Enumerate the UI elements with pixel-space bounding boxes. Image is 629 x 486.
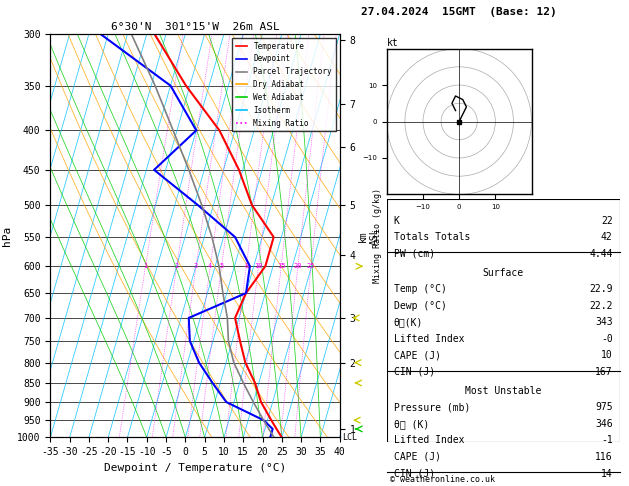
Text: -1: -1	[601, 435, 613, 446]
Text: Surface: Surface	[482, 268, 524, 278]
Text: 42: 42	[601, 232, 613, 243]
Text: Most Unstable: Most Unstable	[465, 386, 542, 396]
Text: Pressure (mb): Pressure (mb)	[394, 402, 470, 413]
Text: CAPE (J): CAPE (J)	[394, 452, 441, 462]
Text: Mixing Ratio (g/kg): Mixing Ratio (g/kg)	[373, 188, 382, 283]
Text: 167: 167	[595, 367, 613, 377]
Text: kt: kt	[387, 38, 399, 48]
Text: 14: 14	[601, 469, 613, 479]
Text: 10: 10	[601, 350, 613, 361]
Text: 975: 975	[595, 402, 613, 413]
Text: 116: 116	[595, 452, 613, 462]
Title: 6°30'N  301°15'W  26m ASL: 6°30'N 301°15'W 26m ASL	[111, 22, 279, 32]
Text: 8: 8	[244, 263, 248, 269]
Text: 343: 343	[595, 317, 613, 328]
Text: 22.2: 22.2	[589, 301, 613, 311]
Y-axis label: km
ASL: km ASL	[358, 227, 380, 244]
X-axis label: Dewpoint / Temperature (°C): Dewpoint / Temperature (°C)	[104, 463, 286, 473]
Text: -0: -0	[601, 334, 613, 344]
Text: CIN (J): CIN (J)	[394, 469, 435, 479]
Text: 22.9: 22.9	[589, 284, 613, 295]
Text: 20: 20	[294, 263, 302, 269]
Text: 2: 2	[175, 263, 179, 269]
Text: Lifted Index: Lifted Index	[394, 334, 464, 344]
Text: Dewp (°C): Dewp (°C)	[394, 301, 447, 311]
Text: 4: 4	[208, 263, 213, 269]
Text: 15: 15	[277, 263, 286, 269]
Y-axis label: hPa: hPa	[1, 226, 11, 246]
Text: 22: 22	[601, 216, 613, 226]
Text: CIN (J): CIN (J)	[394, 367, 435, 377]
Text: CAPE (J): CAPE (J)	[394, 350, 441, 361]
Text: θᴄ (K): θᴄ (K)	[394, 419, 429, 429]
Text: PW (cm): PW (cm)	[394, 249, 435, 259]
Text: 25: 25	[307, 263, 315, 269]
Text: LCL: LCL	[343, 433, 357, 442]
Text: θᴄ(K): θᴄ(K)	[394, 317, 423, 328]
Text: 27.04.2024  15GMT  (Base: 12): 27.04.2024 15GMT (Base: 12)	[361, 7, 557, 17]
Text: 1: 1	[143, 263, 148, 269]
Text: 5: 5	[220, 263, 224, 269]
Text: K: K	[394, 216, 399, 226]
Legend: Temperature, Dewpoint, Parcel Trajectory, Dry Adiabat, Wet Adiabat, Isotherm, Mi: Temperature, Dewpoint, Parcel Trajectory…	[232, 38, 336, 131]
Text: 346: 346	[595, 419, 613, 429]
Text: Lifted Index: Lifted Index	[394, 435, 464, 446]
Text: 10: 10	[254, 263, 263, 269]
Text: 3: 3	[194, 263, 198, 269]
Text: Temp (°C): Temp (°C)	[394, 284, 447, 295]
Text: 4.44: 4.44	[589, 249, 613, 259]
Text: Totals Totals: Totals Totals	[394, 232, 470, 243]
Text: © weatheronline.co.uk: © weatheronline.co.uk	[390, 474, 495, 484]
